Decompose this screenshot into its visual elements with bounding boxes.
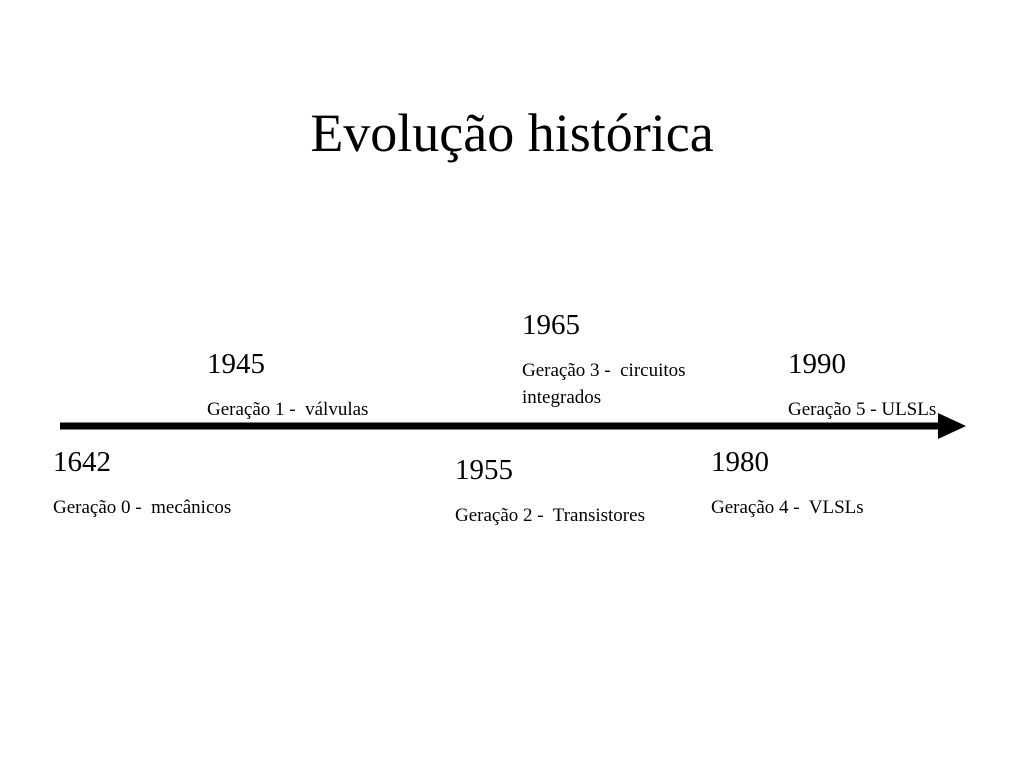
event-year: 1980: [711, 446, 769, 478]
arrow-head: [938, 413, 966, 439]
event-year: 1955: [455, 454, 513, 486]
event-label: Geração 4 - VLSLs: [711, 497, 864, 518]
event-year: 1642: [53, 446, 111, 478]
event-label: Geração 2 - Transistores: [455, 505, 645, 526]
event-label: Geração 1 - válvulas: [207, 399, 369, 420]
event-label: Geração 3 - circuitos integrados: [522, 360, 691, 408]
event-year: 1990: [788, 348, 846, 380]
event-year: 1945: [207, 348, 265, 380]
event-year: 1965: [522, 309, 580, 341]
event-label: Geração 0 - mecânicos: [53, 497, 232, 518]
title: Evolução histórica: [310, 103, 714, 163]
event-label: Geração 5 - ULSLs: [788, 399, 937, 420]
